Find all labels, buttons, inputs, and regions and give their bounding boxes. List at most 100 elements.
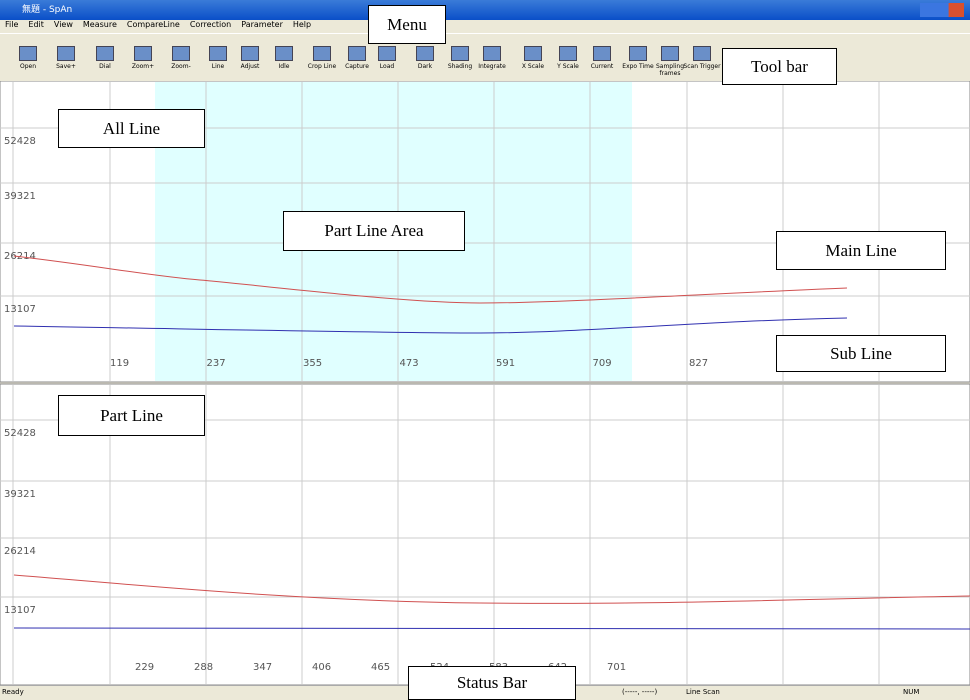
annotation: All Line xyxy=(58,109,205,148)
tool-icon xyxy=(483,46,501,61)
menu-item[interactable]: CompareLine xyxy=(126,20,180,29)
tool-button[interactable]: Open xyxy=(8,46,48,70)
menu-item[interactable]: Help xyxy=(292,20,312,29)
window-buttons[interactable] xyxy=(920,3,964,17)
menu-item[interactable]: Edit xyxy=(28,20,44,29)
menu-item[interactable]: File xyxy=(5,20,19,29)
tool-label: Integrate xyxy=(478,63,506,70)
tool-label: Dark xyxy=(417,63,433,70)
tool-icon xyxy=(693,46,711,61)
annotation: Sub Line xyxy=(776,335,946,372)
tool-icon xyxy=(348,46,366,61)
tool-button[interactable]: Zoom+ xyxy=(123,46,163,70)
menu-bar: File Edit View Measure CompareLine Correction… xyxy=(0,20,970,33)
tool-icon xyxy=(559,46,577,61)
menu-item[interactable]: View xyxy=(53,20,73,29)
x-tick-label: 709 xyxy=(593,358,612,369)
tool-button[interactable]: Integrate xyxy=(472,46,512,70)
x-tick-label: 237 xyxy=(207,358,226,369)
status-field: Line Scan xyxy=(686,688,720,696)
x-tick-label: 119 xyxy=(110,358,129,369)
main-line xyxy=(13,255,848,304)
tool-label: Zoom+ xyxy=(131,63,155,70)
menu-item[interactable]: Parameter xyxy=(241,20,283,29)
tool-button[interactable]: Save+ xyxy=(46,46,86,70)
y-tick-label: 39321 xyxy=(4,489,36,500)
tool-label: Idle xyxy=(278,63,290,70)
tool-button[interactable]: Y Scale xyxy=(548,46,588,70)
tool-button[interactable]: Dial xyxy=(85,46,125,70)
part-main-line xyxy=(13,574,970,604)
x-tick-label: 355 xyxy=(303,358,322,369)
tool-button[interactable]: Sampling frames xyxy=(650,46,690,77)
tool-label: Crop Line xyxy=(307,63,337,70)
tool-icon xyxy=(416,46,434,61)
annotation: Menu xyxy=(368,5,446,44)
tool-icon xyxy=(378,46,396,61)
status-field: NUM xyxy=(903,688,920,696)
x-tick-label: 591 xyxy=(496,358,515,369)
tool-icon xyxy=(313,46,331,61)
sub-line xyxy=(13,317,848,334)
menu-item[interactable]: Correction xyxy=(189,20,232,29)
tool-label: Line xyxy=(211,63,225,70)
tool-button[interactable]: Adjust xyxy=(230,46,270,70)
tool-button[interactable]: Zoom- xyxy=(161,46,201,70)
menu-item[interactable]: Measure xyxy=(82,20,117,29)
tool-icon xyxy=(451,46,469,61)
y-tick-label: 39321 xyxy=(4,191,36,202)
x-tick-label: 229 xyxy=(135,662,154,673)
tool-icon xyxy=(172,46,190,61)
x-tick-label: 406 xyxy=(312,662,331,673)
y-tick-label: 52428 xyxy=(4,136,36,147)
tool-label: Scan Trigger xyxy=(683,63,721,70)
tool-icon xyxy=(241,46,259,61)
tool-button[interactable]: Expo Time xyxy=(618,46,658,70)
title-bar: 無題 - SpAn xyxy=(0,0,970,20)
status-field: Ready xyxy=(2,688,24,696)
plots: 52428 39321 26214 13107 119 237 355 473 591 709 82… xyxy=(0,81,970,685)
tool-label: Sampling frames xyxy=(655,63,685,77)
tool-button[interactable]: Scan Trigger xyxy=(682,46,722,70)
tool-label: Save+ xyxy=(56,63,76,70)
y-tick-label: 13107 xyxy=(4,304,36,315)
tool-icon xyxy=(96,46,114,61)
tool-icon xyxy=(209,46,227,61)
tool-button[interactable]: Idle xyxy=(264,46,304,70)
tool-button[interactable]: Line xyxy=(198,46,238,70)
tool-label: Load xyxy=(379,63,395,70)
tool-button[interactable]: Load xyxy=(367,46,407,70)
tool-button[interactable]: Capture xyxy=(337,46,377,70)
tool-label: Shading xyxy=(447,63,473,70)
x-tick-label: 465 xyxy=(371,662,390,673)
tool-label: Open xyxy=(19,63,37,70)
tool-button[interactable]: Current xyxy=(582,46,622,70)
y-tick-label: 13107 xyxy=(4,605,36,616)
tool-label: Y Scale xyxy=(557,63,579,70)
tool-button[interactable]: X Scale xyxy=(513,46,553,70)
tool-label: X Scale xyxy=(521,63,545,70)
tool-bar: Open Save+ Dial Zoom+ Zoom- Line Adjust Idle Cro… xyxy=(0,33,970,82)
annotation: Status Bar xyxy=(408,666,576,700)
tool-icon xyxy=(275,46,293,61)
status-field: (-----, -----) xyxy=(622,688,658,696)
tool-icon xyxy=(629,46,647,61)
y-tick-label: 52428 xyxy=(4,428,36,439)
tool-icon xyxy=(593,46,611,61)
tool-label: Zoom- xyxy=(171,63,191,70)
tool-button[interactable]: Dark xyxy=(405,46,445,70)
window-title: 無題 - SpAn xyxy=(22,5,73,15)
x-tick-label: 701 xyxy=(607,662,626,673)
tool-label: Adjust xyxy=(240,63,260,70)
tool-label: Capture xyxy=(345,63,369,70)
tool-button[interactable]: Crop Line xyxy=(302,46,342,70)
x-tick-label: 473 xyxy=(400,358,419,369)
x-tick-label: 288 xyxy=(194,662,213,673)
annotation: Part Line xyxy=(58,395,205,436)
annotation: Part Line Area xyxy=(283,211,465,251)
tool-icon xyxy=(524,46,542,61)
x-tick-label: 827 xyxy=(689,358,708,369)
tool-button[interactable]: Shading xyxy=(440,46,480,70)
y-tick-label: 26214 xyxy=(4,546,36,557)
tool-icon xyxy=(134,46,152,61)
